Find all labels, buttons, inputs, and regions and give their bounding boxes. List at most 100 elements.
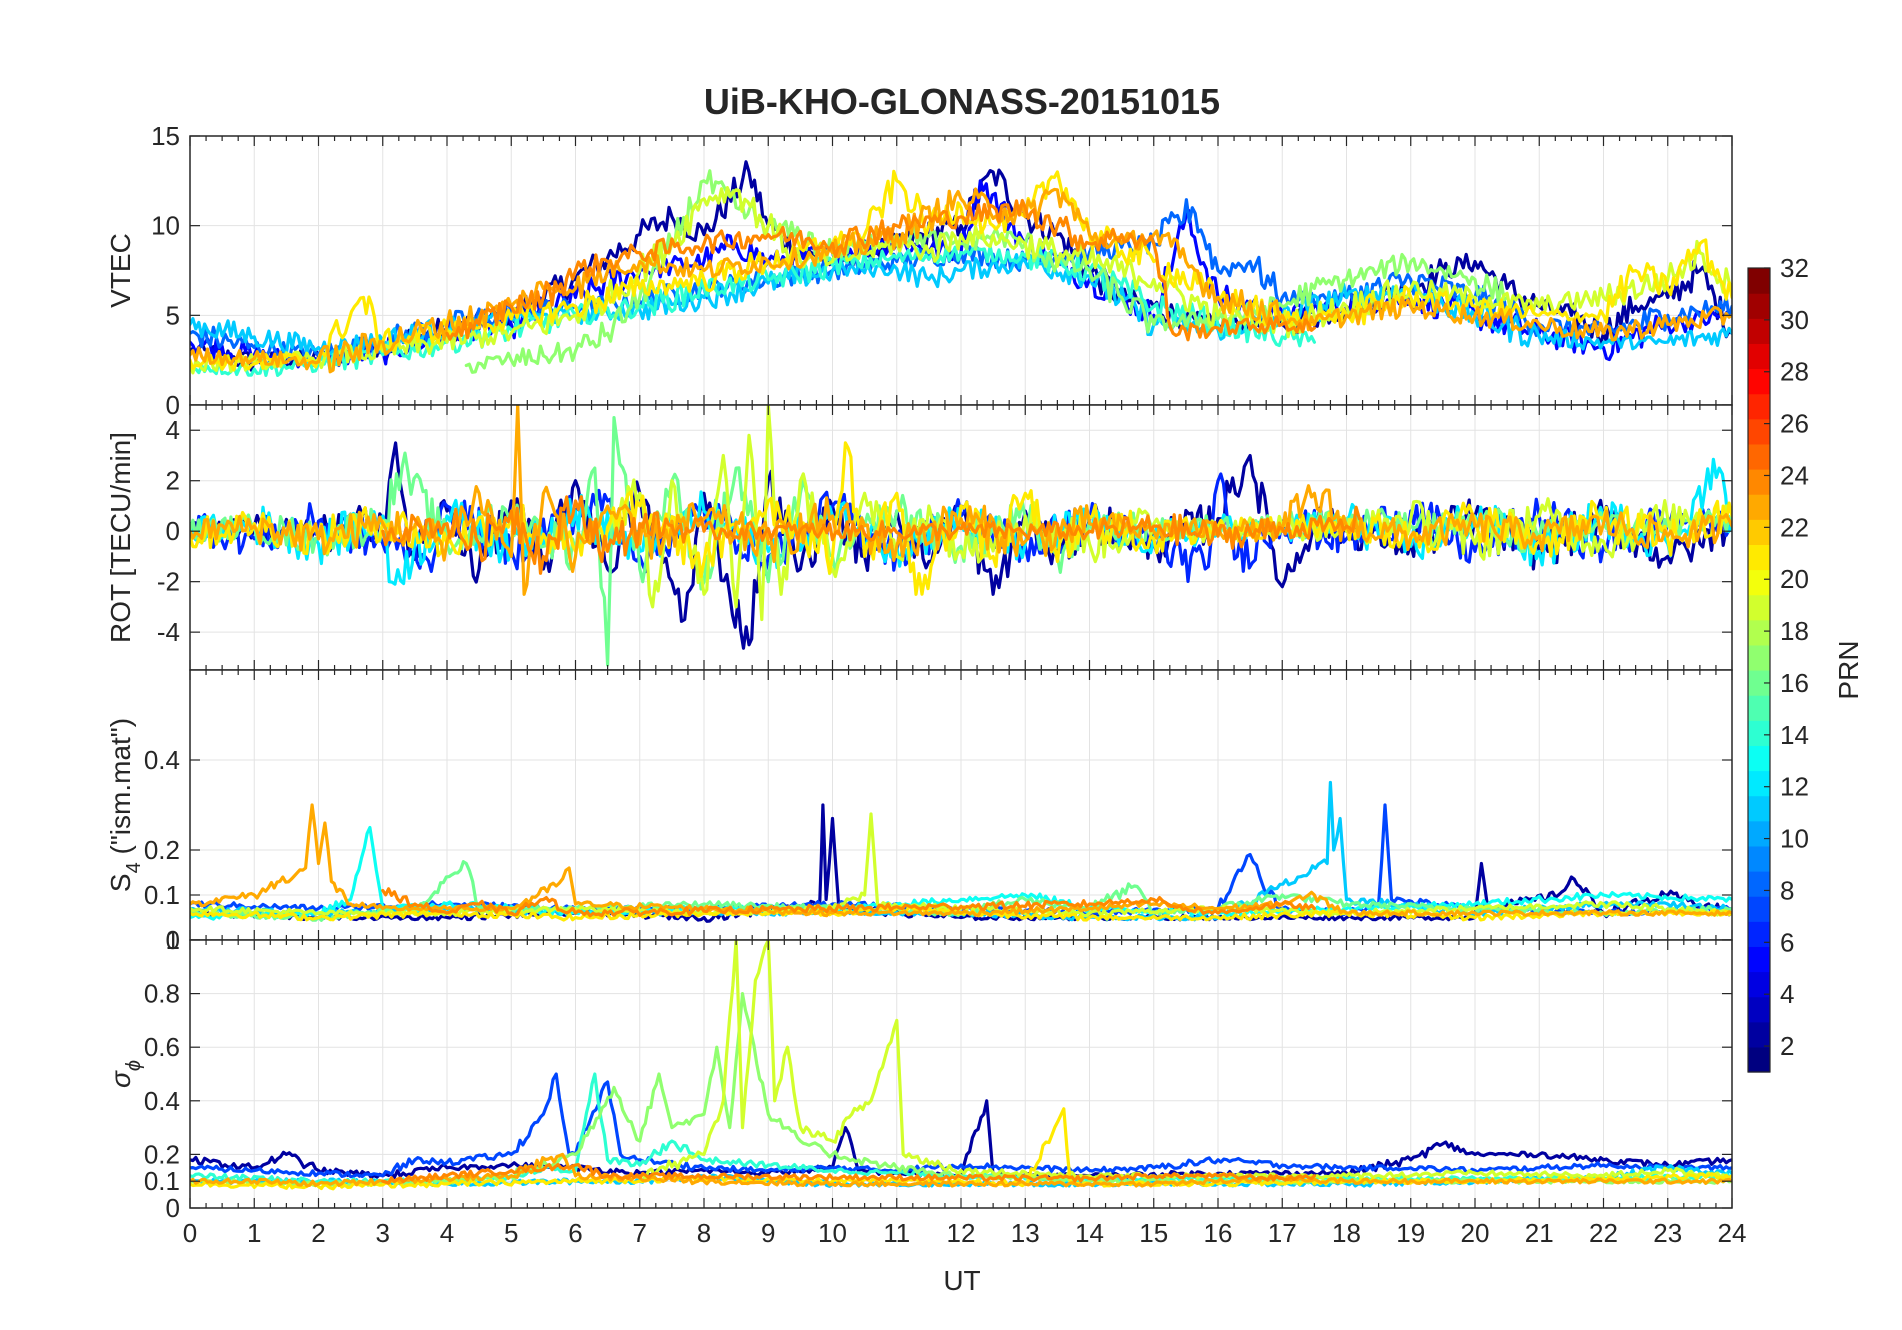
colorbar-tick-label: 2	[1780, 1031, 1794, 1061]
y-axis-label-rest: ("ism.mat")	[105, 718, 136, 862]
y-axis-label-main: S	[105, 873, 136, 892]
y-tick-label: 4	[166, 415, 180, 445]
x-tick-label: 8	[697, 1218, 711, 1248]
x-tick-label: 13	[1011, 1218, 1040, 1248]
colorbar-tick-label: 12	[1780, 772, 1809, 802]
y-tick-label: 0.1	[144, 1166, 180, 1196]
colorbar-cell	[1748, 1021, 1770, 1048]
colorbar-cell	[1748, 871, 1770, 897]
colorbar-tick-label: 28	[1780, 357, 1809, 387]
y-axis-label-sub: ϕ	[123, 1060, 145, 1071]
colorbar-tick-label: 10	[1780, 824, 1809, 854]
series-prn-19	[190, 186, 1732, 375]
x-tick-label: 21	[1525, 1218, 1554, 1248]
x-tick-label: 5	[504, 1218, 518, 1248]
y-axis-label-rot: ROT [TECU/min]	[105, 432, 136, 643]
x-tick-label: 15	[1139, 1218, 1168, 1248]
colorbar-cell	[1748, 268, 1770, 294]
series-prn-24	[381, 495, 1361, 575]
x-tick-label: 19	[1396, 1218, 1425, 1248]
y-tick-label: 5	[166, 300, 180, 330]
panel-vtec-series	[190, 160, 1732, 377]
x-tick-label: 16	[1204, 1218, 1233, 1248]
y-tick-label: 0.1	[144, 880, 180, 910]
colorbar-tick-label: 8	[1780, 875, 1794, 905]
x-tick-label: 0	[183, 1218, 197, 1248]
x-tick-label: 17	[1268, 1218, 1297, 1248]
colorbar-cell	[1748, 720, 1770, 746]
colorbar-cell	[1748, 318, 1770, 344]
y-tick-label: 0.2	[144, 1139, 180, 1169]
colorbar-cell	[1748, 1046, 1770, 1073]
y-tick-label: 15	[151, 121, 180, 151]
colorbar-tick-label: 4	[1780, 979, 1794, 1009]
x-tick-label: 9	[761, 1218, 775, 1248]
panel-rot-grid	[190, 405, 1732, 670]
y-tick-label: 0	[166, 1193, 180, 1223]
x-tick-label: 1	[247, 1218, 261, 1248]
colorbar-label: PRN	[1833, 640, 1864, 699]
x-tick-label: 3	[376, 1218, 390, 1248]
series-prn-7	[190, 1072, 1732, 1179]
colorbar-cell	[1748, 469, 1770, 495]
x-tick-labels: 0 1 2 3 4 5 6 7 8 9 10 11 12 13 14 15 16 17 18 19 20 21 22 23 24	[183, 1218, 1747, 1248]
colorbar-tick-label: 24	[1780, 460, 1809, 490]
colorbar-cell	[1748, 896, 1770, 922]
colorbar-cell	[1748, 569, 1770, 596]
colorbar-cell	[1748, 820, 1770, 847]
y-tick-label: 0	[166, 390, 180, 420]
colorbar-cell	[1748, 921, 1770, 947]
series-prn-24	[445, 198, 1316, 342]
y-tick-label: 0	[166, 925, 180, 955]
colorbar-cell	[1748, 418, 1770, 445]
colorbar-cell	[1748, 494, 1770, 520]
y-tick-label: 2	[166, 466, 180, 496]
series-prn-2	[190, 803, 1732, 923]
colorbar-cell	[1748, 293, 1770, 319]
y-axis-label-sub: 4	[123, 862, 145, 873]
x-tick-label: 23	[1653, 1218, 1682, 1248]
colorbar-tick-label: 14	[1780, 720, 1809, 750]
panel-vtec: 0 5 10 15 VTEC	[105, 121, 1733, 420]
y-tick-label: 0.6	[144, 1032, 180, 1062]
colorbar-cell	[1748, 795, 1770, 822]
colorbar-tick-label: 6	[1780, 927, 1794, 957]
panel-rot: -4 -2 0 2 4 ROT [TECU/min]	[105, 404, 1733, 671]
colorbar-cell	[1748, 544, 1770, 571]
x-tick-label: 14	[1075, 1218, 1104, 1248]
y-axis-label-vtec: VTEC	[105, 233, 136, 308]
series-prn-23	[190, 405, 1732, 596]
x-tick-label: 10	[818, 1218, 847, 1248]
y-axis-label-sigma: σϕ	[105, 1060, 145, 1088]
colorbar-tick-label: 16	[1780, 668, 1809, 698]
colorbar-cell	[1748, 619, 1770, 646]
panel-sigma-ticks: 00.10.20.40.60.81	[144, 925, 1733, 1223]
series-prn-24	[381, 887, 1316, 918]
colorbar-cell	[1748, 695, 1770, 721]
colorbar-cell	[1748, 393, 1770, 420]
y-tick-label: 0.4	[144, 745, 180, 775]
x-tick-label: 2	[311, 1218, 325, 1248]
colorbar-tick-label: 22	[1780, 512, 1809, 542]
colorbar-cell	[1748, 946, 1770, 973]
panel-s4-grid	[190, 670, 1732, 940]
colorbar-cell	[1748, 845, 1770, 872]
x-tick-label: 22	[1589, 1218, 1618, 1248]
x-tick-label: 11	[883, 1218, 910, 1248]
colorbar-cell	[1748, 368, 1770, 395]
x-tick-label: 4	[440, 1218, 454, 1248]
panel-rot-ticks: -4 -2 0 2 4	[157, 405, 1733, 670]
panel-sigma-series	[190, 940, 1732, 1191]
colorbar-cell	[1748, 770, 1770, 797]
y-tick-label: 0.8	[144, 979, 180, 1009]
series-prn-23	[190, 803, 1732, 918]
x-axis-label: UT	[943, 1265, 980, 1296]
panel-s4: 00.10.20.4S4 ("ism.mat")	[105, 669, 1733, 955]
y-axis-label-main: σ	[105, 1070, 136, 1088]
colorbar-frame	[1747, 267, 1771, 1073]
x-tick-label: 20	[1461, 1218, 1490, 1248]
